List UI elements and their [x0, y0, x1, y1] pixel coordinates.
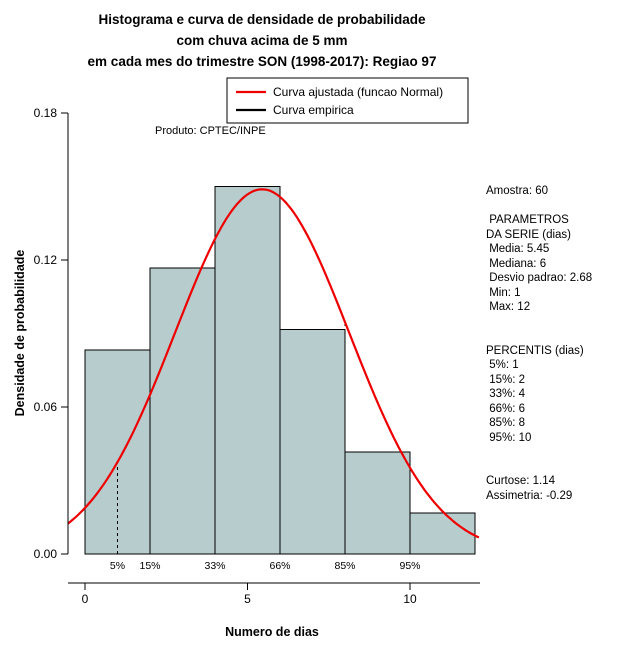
stats-line: PERCENTIS (dias) — [486, 344, 584, 357]
stats-line: Assimetria: -0.29 — [486, 489, 573, 502]
x-tick-label: 0 — [82, 592, 89, 606]
histogram-bar — [149, 267, 216, 555]
chart-title-line-1: Histograma e curva de densidade de proba… — [98, 12, 426, 27]
stats-line: 15%: 2 — [486, 373, 525, 386]
stats-line: 66%: 6 — [486, 402, 525, 415]
percentile-label: 15% — [139, 560, 160, 572]
x-tick-label: 5 — [244, 592, 251, 606]
stats-line: DA SERIE (dias) — [486, 228, 571, 241]
percentile-label: 66% — [269, 560, 290, 572]
stats-line: Mediana: 6 — [486, 257, 547, 270]
stats-line: 5%: 1 — [486, 359, 519, 371]
percentile-label: 85% — [334, 560, 355, 572]
legend-box — [226, 77, 469, 124]
stats-panel: Amostra: 60 PARAMETROS DA SERIE (dias) Me… — [486, 184, 640, 503]
legend-label: Curva ajustada (funcao Normal) — [273, 85, 443, 99]
y-tick-label: 0.00 — [34, 547, 58, 561]
stats-line: Max: 12 — [486, 301, 531, 313]
x-axis-title: Numero de dias — [225, 625, 319, 639]
stats-line — [486, 199, 640, 214]
stats-line: Media: 5.45 — [486, 243, 550, 255]
percentile-label: 5% — [110, 560, 125, 572]
chart-title: Histograma e curva de densidade de proba… — [0, 9, 524, 72]
normal-curve — [67, 188, 480, 539]
histogram-bar — [214, 186, 281, 555]
y-tick-label: 0.12 — [34, 253, 58, 267]
percentile-label: 33% — [204, 560, 225, 572]
histogram-bar — [279, 328, 346, 555]
stats-line — [486, 329, 640, 344]
stats-line — [486, 460, 640, 475]
stats-line: Min: 1 — [486, 286, 521, 299]
stats-line — [486, 445, 640, 460]
stats-line: PARAMETROS — [486, 214, 569, 226]
y-tick-label: 0.18 — [34, 106, 58, 120]
histogram-bar — [409, 512, 476, 555]
percentile-label: 95% — [399, 560, 420, 572]
chart-title-line-3: em cada mes do trimestre SON (1998-2017)… — [87, 54, 437, 69]
product-label: Produto: CPTEC/INPE — [155, 125, 266, 137]
stats-line: Desvio padrao: 2.68 — [486, 272, 593, 284]
stats-line: 95%: 10 — [486, 431, 532, 444]
y-tick-label: 0.06 — [34, 400, 58, 414]
chart-title-line-2: com chuva acima de 5 mm — [176, 33, 348, 48]
y-axis-title: Densidade de probabilidade — [13, 250, 27, 417]
stats-line — [486, 315, 640, 330]
histogram-bar — [84, 349, 151, 555]
histogram-bar — [344, 451, 411, 555]
stats-line: Amostra: 60 — [486, 185, 548, 197]
legend-label: Curva empirica — [273, 103, 354, 117]
stats-line: 85%: 8 — [486, 417, 525, 429]
stats-line: 33%: 4 — [486, 388, 525, 400]
x-tick-label: 10 — [403, 592, 417, 606]
stats-line: Curtose: 1.14 — [486, 475, 556, 487]
